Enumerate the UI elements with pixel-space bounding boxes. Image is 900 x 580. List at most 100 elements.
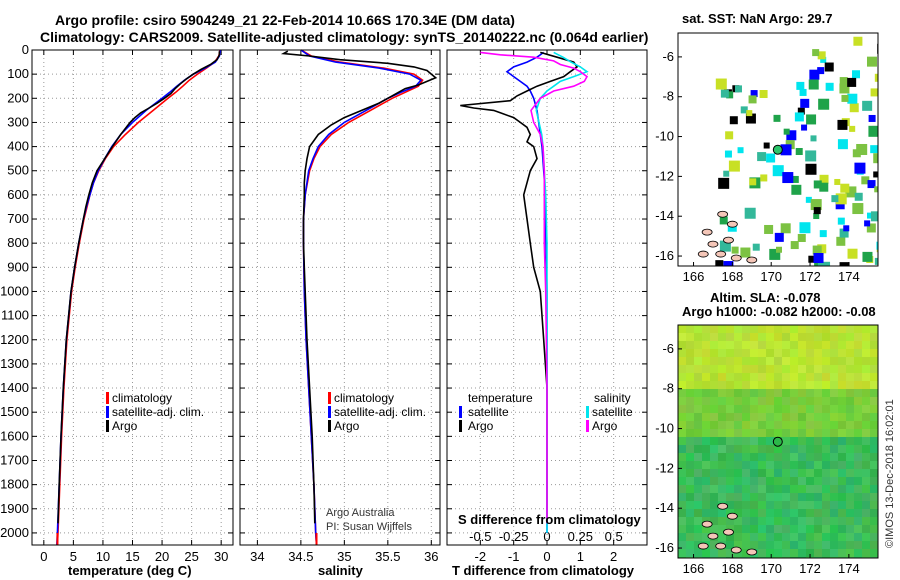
sla-cell xyxy=(766,365,774,373)
y-tick-label: 0 xyxy=(22,42,29,57)
sla-cell xyxy=(774,469,782,477)
sla-cell xyxy=(686,509,694,517)
x-tick-label: 0 xyxy=(543,549,550,564)
sla-cell xyxy=(814,325,822,333)
sla-cell xyxy=(702,445,710,453)
x-tick-label-s: 0.25 xyxy=(568,529,593,544)
sla-cell xyxy=(678,365,686,373)
sla-cell xyxy=(734,533,742,541)
sla-cell xyxy=(822,437,830,445)
sla-cell xyxy=(806,405,814,413)
sla-cell xyxy=(766,469,774,477)
map-y-tick-label: -14 xyxy=(655,208,674,223)
series-argo xyxy=(57,51,221,524)
sst-pixel xyxy=(852,70,861,79)
difference-xlabel: T difference from climatology xyxy=(452,563,635,578)
sst-pixel xyxy=(812,49,820,57)
sst-pixel xyxy=(719,216,728,225)
sla-cell xyxy=(758,365,766,373)
sla-cell xyxy=(806,461,814,469)
sla-cell xyxy=(854,325,862,333)
sla-cell xyxy=(782,397,790,405)
sla-cell xyxy=(798,493,806,501)
sla-cell xyxy=(774,429,782,437)
sla-cell xyxy=(758,453,766,461)
sla-cell xyxy=(830,541,838,549)
sla-cell xyxy=(694,429,702,437)
sla-cell xyxy=(790,365,798,373)
sla-cell xyxy=(758,381,766,389)
legend-swatch-satellite xyxy=(328,406,331,418)
sla-cell xyxy=(862,493,870,501)
sla-cell xyxy=(806,429,814,437)
sla-cell xyxy=(702,357,710,365)
sla-cell xyxy=(806,389,814,397)
sla-cell xyxy=(870,429,878,437)
sla-cell xyxy=(846,493,854,501)
sst-pixel xyxy=(854,192,863,201)
x-tick-label: 5 xyxy=(70,549,77,564)
y-tick-label: 1800 xyxy=(0,477,29,492)
sst-pixel xyxy=(808,79,819,90)
map-frame xyxy=(677,32,879,267)
sla-cell xyxy=(798,413,806,421)
sla-cell xyxy=(726,549,734,557)
sla-cell xyxy=(822,501,830,509)
sla-cell xyxy=(718,549,726,557)
sla-cell xyxy=(862,469,870,477)
sst-pixel xyxy=(810,135,817,142)
sst-pixel xyxy=(772,165,784,177)
sla-cell xyxy=(734,461,742,469)
sla-cell xyxy=(758,373,766,381)
sla-cell xyxy=(782,333,790,341)
sla-cell xyxy=(734,357,742,365)
sst-pixel xyxy=(794,112,804,122)
sla-cell xyxy=(846,525,854,533)
sst-pixel xyxy=(835,200,845,210)
sla-cell xyxy=(790,525,798,533)
sst-pixel xyxy=(795,148,803,156)
temperature-xlabel: temperature (deg C) xyxy=(68,563,192,578)
sla-cell xyxy=(790,517,798,525)
sla-cell xyxy=(854,517,862,525)
sla-cell xyxy=(862,325,870,333)
sla-cell xyxy=(870,461,878,469)
sla-cell xyxy=(822,365,830,373)
sst-pixel xyxy=(740,247,751,258)
sla-cell xyxy=(838,421,846,429)
sla-cell xyxy=(846,469,854,477)
sla-cell xyxy=(798,485,806,493)
sla-cell xyxy=(854,477,862,485)
sla-cell xyxy=(870,389,878,397)
sla-cell xyxy=(710,389,718,397)
sla-cell xyxy=(750,333,758,341)
sla-cell xyxy=(822,469,830,477)
sla-cell xyxy=(870,373,878,381)
sla-cell xyxy=(718,461,726,469)
x-tick-label: -2 xyxy=(475,549,487,564)
sla-map-title-2: Argo h1000: -0.082 h2000: -0.08 xyxy=(682,304,876,319)
sla-cell xyxy=(774,525,782,533)
sla-cell xyxy=(774,453,782,461)
sla-cell xyxy=(694,405,702,413)
sla-cell xyxy=(678,533,686,541)
sla-cell xyxy=(790,469,798,477)
y-tick-label: 1500 xyxy=(0,404,29,419)
sla-cell xyxy=(758,397,766,405)
sla-cell xyxy=(726,493,734,501)
sla-cell xyxy=(814,413,822,421)
sla-cell xyxy=(814,541,822,549)
legend-swatch-s-argo xyxy=(586,420,589,432)
sla-cell xyxy=(694,381,702,389)
sla-cell xyxy=(814,469,822,477)
sla-cell xyxy=(694,389,702,397)
sla-cell xyxy=(854,349,862,357)
x-tick-label: 36 xyxy=(424,549,438,564)
sla-cell xyxy=(742,421,750,429)
sst-pixel xyxy=(799,88,807,96)
sst-pixel xyxy=(748,95,757,104)
sst-pixel xyxy=(740,106,748,114)
sla-cell xyxy=(774,549,782,557)
legend-argo: Argo xyxy=(334,419,360,433)
sla-cell xyxy=(846,429,854,437)
